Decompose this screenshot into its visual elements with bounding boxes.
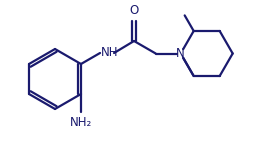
Text: NH₂: NH₂ <box>70 116 92 129</box>
Text: N: N <box>176 47 185 60</box>
Text: NH: NH <box>101 46 119 60</box>
Text: O: O <box>129 4 139 17</box>
